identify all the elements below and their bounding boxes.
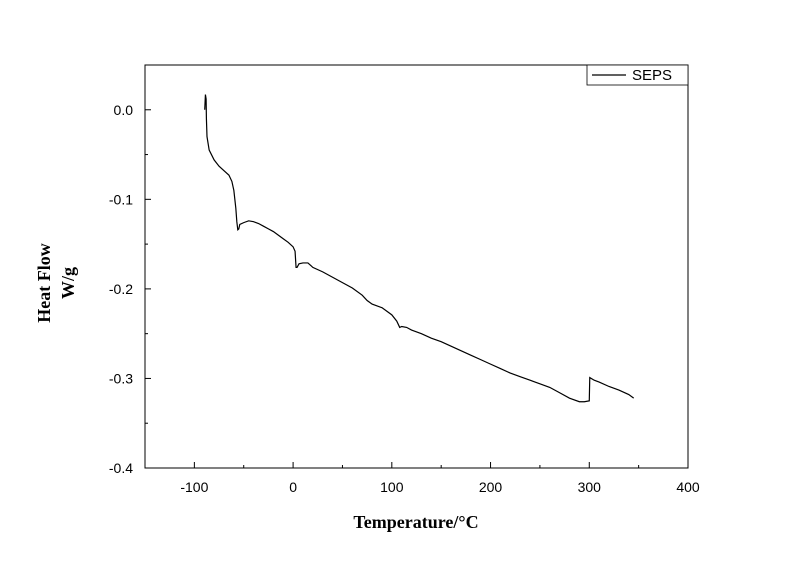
y-tick-label: -0.4 <box>109 460 133 476</box>
y-tick-label: -0.2 <box>109 281 133 297</box>
series-line-seps <box>204 94 635 403</box>
x-axis-title: Temperature/°C <box>353 512 478 532</box>
x-tick-label: 0 <box>289 479 297 495</box>
x-axis-ticks: -100 0 100 200 300 400 <box>144 462 700 495</box>
x-tick-label: 100 <box>380 479 404 495</box>
y-axis-ticks: 0.0 -0.1 -0.2 -0.3 -0.4 <box>109 102 151 476</box>
y-tick-label: -0.3 <box>109 370 133 386</box>
x-tick-label: 200 <box>479 479 503 495</box>
y-axis-title-line1: Heat Flow <box>34 243 54 322</box>
legend-box <box>586 64 689 86</box>
legend-label-seps: SEPS <box>632 67 672 84</box>
plot-frame <box>144 64 689 469</box>
x-tick-label: 400 <box>676 479 700 495</box>
legend: SEPS <box>586 64 689 86</box>
y-tick-label: -0.1 <box>109 191 133 207</box>
y-tick-label: 0.0 <box>114 102 134 118</box>
y-axis-title-line2: W/g <box>58 267 78 299</box>
x-tick-label: -100 <box>180 479 208 495</box>
x-tick-label: 300 <box>578 479 602 495</box>
